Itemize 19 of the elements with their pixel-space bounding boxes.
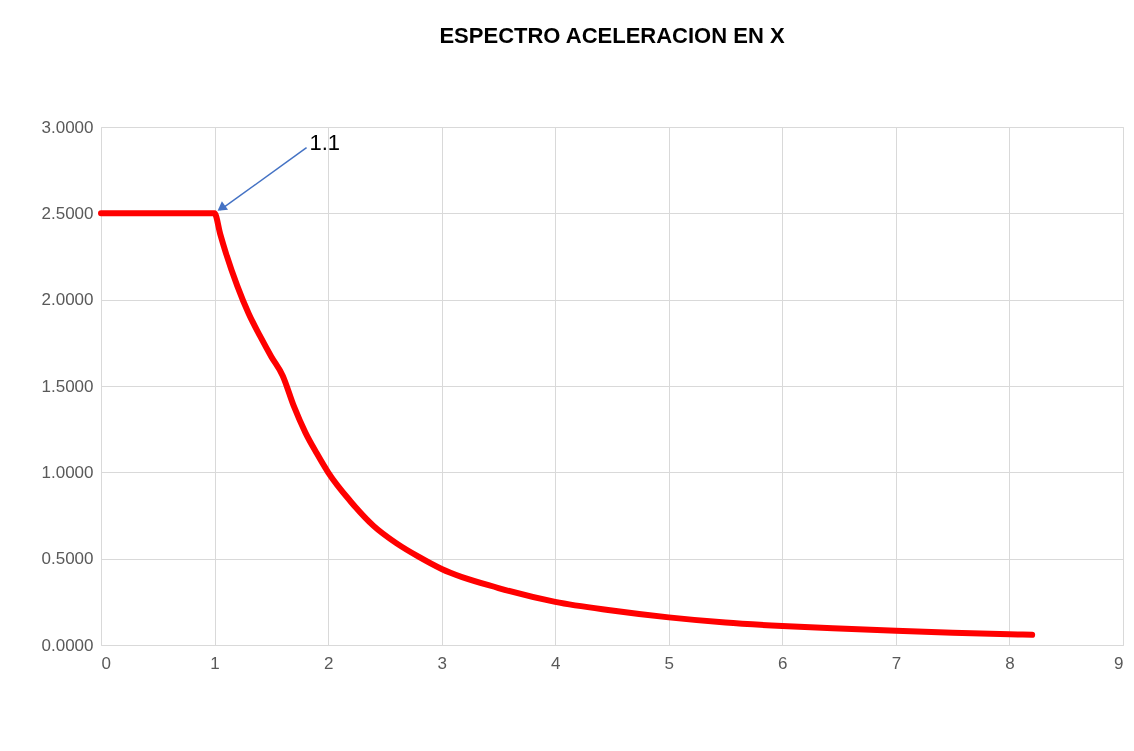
x-tick-label: 1 [210, 653, 220, 673]
y-tick-label: 0.0000 [41, 635, 94, 655]
x-tick-label: 3 [437, 653, 447, 673]
annotation: 1.1 [309, 129, 340, 155]
y-tick-label: 1.0000 [41, 462, 94, 482]
x-tick-label: 2 [323, 653, 334, 673]
y-tick-label: 2.5000 [41, 203, 94, 223]
x-tick-label: 9 [1114, 653, 1124, 673]
x-tick-label: 8 [1005, 653, 1015, 673]
y-tick-label: 2.0000 [41, 290, 94, 310]
chart-title: ESPECTRO ACELERACION EN X [439, 23, 785, 48]
y-tick-label: 1.5000 [41, 376, 94, 396]
y-tick-label: 3.0000 [41, 117, 94, 137]
x-tick-label: 0 [101, 653, 111, 673]
x-tick-label: 7 [891, 653, 902, 673]
x-tick-label: 5 [664, 653, 675, 673]
x-tick-label: 4 [550, 653, 561, 673]
x-tick-label: 6 [778, 653, 788, 673]
y-tick-label: 0.5000 [41, 549, 94, 569]
